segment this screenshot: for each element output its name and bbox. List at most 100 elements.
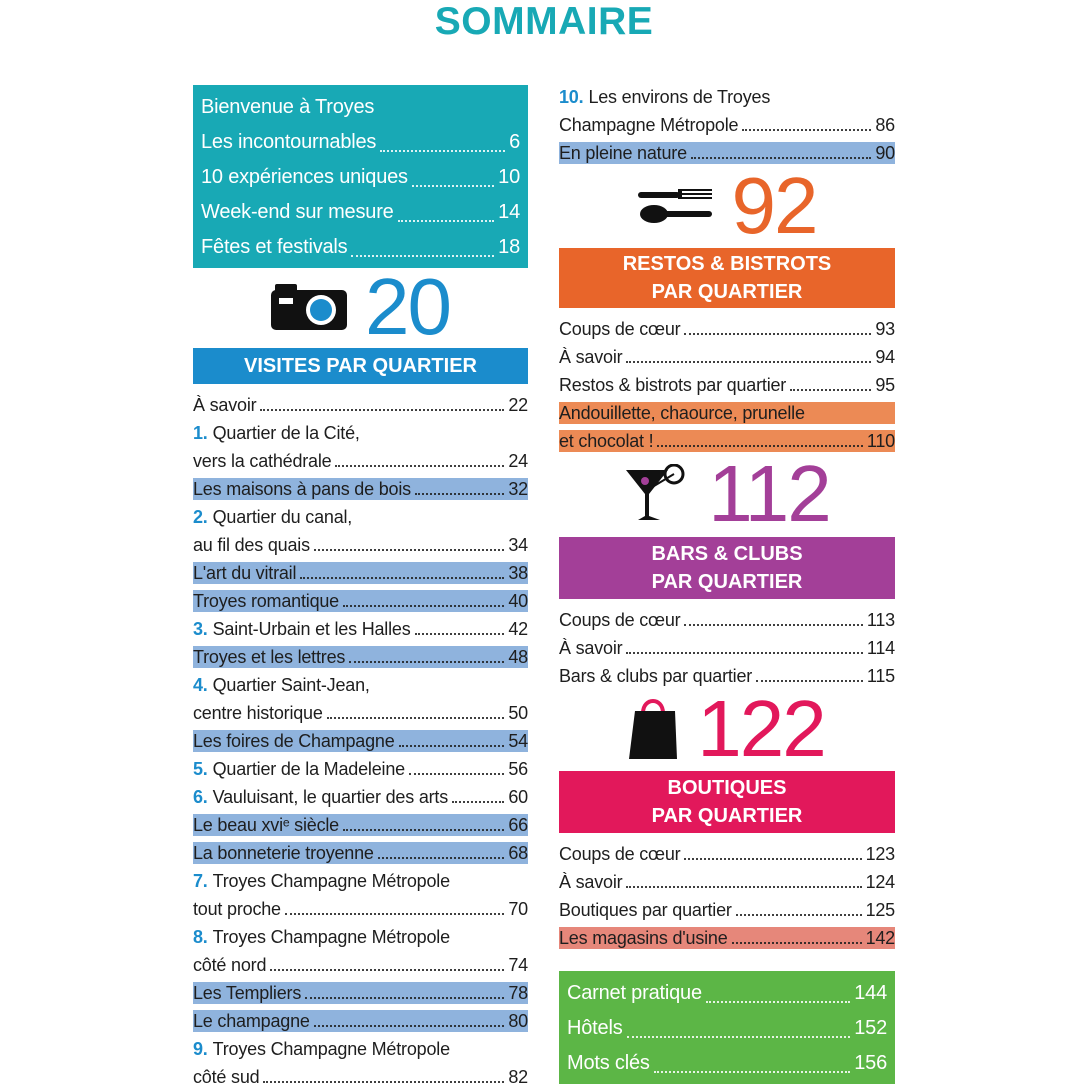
page-number: 74 [508,955,528,975]
intro-box: Bienvenue à Troyes Les incontournables 6 10… [193,85,528,268]
page-number: 18 [498,236,520,258]
toc-row: Les incontournables 6 [201,124,520,159]
page-number: 10 [498,166,520,188]
chapter-number: 2. [193,507,208,527]
leader-dots [380,150,506,152]
toc-entry: centre historique 50 [193,698,528,726]
leader-dots [690,157,872,159]
heading-line: VISITES PAR QUARTIER [244,355,477,377]
leader-dots [397,220,495,222]
entry-label: Troyes romantique [193,591,339,611]
entry-label: À savoir [559,872,623,892]
entry-list: À savoir 22 1. Quartier de la Cité, vers la … [193,390,528,1090]
chapter-number: 5. [193,759,208,779]
toc-entry: 1. Quartier de la Cité, [193,418,528,446]
left-column: Bienvenue à Troyes Les incontournables 6 10… [193,85,528,1090]
page-number: 123 [865,844,896,864]
entry-label: Week-end sur mesure [201,201,394,223]
heading-line: BARS & CLUBS [651,543,803,565]
entry-label: Le beau xviᵉ siècle [193,815,339,835]
leader-dots [653,1071,851,1073]
entry-label: La bonneterie troyenne [193,843,374,863]
page-number: 90 [875,143,895,163]
entry-label: Troyes et les lettres [193,647,346,667]
leader-dots [305,997,505,999]
entry-label: L'art du vitrail [193,563,297,583]
leader-dots [300,577,505,579]
entry-label: Mots clés [567,1052,650,1074]
entry-label: au fil des quais [193,535,310,555]
toc-entry: 5. Quartier de la Madeleine 56 [193,754,528,782]
chapter-number: 10. [559,87,584,107]
page-number: 70 [508,899,528,919]
page-number: 144 [854,982,887,1004]
entry-label: et chocolat ! [559,431,654,451]
entry-label: Andouillette, chaource, prunelle [559,403,805,423]
chapter-number: 3. [193,619,208,639]
leader-dots [684,858,862,860]
entry-label: Les Templiers [193,983,302,1003]
entry-label: Coups de cœur [559,844,681,864]
toc-entry: À savoir 124 [559,867,895,895]
entry-label: vers la cathédrale [193,451,332,471]
page-number: 124 [865,872,896,892]
entry-label: Les environs de Troyes [588,87,771,107]
page-number: 114 [866,638,895,658]
page-number: 50 [508,703,528,723]
section-heading: BARS & CLUBS PAR QUARTIER [559,537,895,599]
leader-dots [398,745,505,747]
toc-entry: Restos & bistrots par quartier 95 [559,370,895,398]
toc-entry: 9. Troyes Champagne Métropole [193,1034,528,1062]
entry-label: Quartier du canal, [212,507,353,527]
entry-label: Hôtels [567,1017,623,1039]
leader-dots [756,680,863,682]
leader-dots [684,333,872,335]
leader-dots [260,409,505,411]
highlighted-entry: Les Templiers 78 [193,978,528,1006]
hero: 92 [559,166,895,246]
leader-dots [270,969,505,971]
highlighted-entry: Le champagne 80 [193,1006,528,1034]
page-number: 93 [875,319,895,339]
entry-label: Les magasins d'usine [559,928,728,948]
toc-entry: Boutiques par quartier 125 [559,895,895,923]
page-number: 68 [508,843,528,863]
entry-label: Coups de cœur [559,610,681,630]
toc-entry: 6. Vauluisant, le quartier des arts 60 [193,782,528,810]
page-number: 110 [866,431,895,451]
page-number: 78 [508,983,528,1003]
page-title: SOMMAIRE [434,0,654,43]
toc-row: Week-end sur mesure 14 [201,194,520,229]
cutlery-icon [637,189,712,223]
toc-entry: 3. Saint-Urbain et les Halles 42 [193,614,528,642]
chapter-number: 1. [193,423,208,443]
leader-dots [313,549,505,551]
entry-label: Troyes Champagne Métropole [212,1039,450,1059]
heading-line: RESTOS & BISTROTS [622,253,832,275]
leader-dots [377,857,505,859]
entry-label: côté nord [193,955,267,975]
leader-dots [684,624,863,626]
leader-dots [342,829,505,831]
toc-entry: 2. Quartier du canal, [193,502,528,530]
page-number: 24 [508,451,528,471]
entry-label: Restos & bistrots par quartier [559,375,787,395]
page-number: 6 [509,131,520,153]
heading-line: PAR QUARTIER [651,281,803,303]
toc-entry: Coups de cœur 113 [559,605,895,633]
page-number: 40 [508,591,528,611]
highlighted-entry: Les foires de Champagne 54 [193,726,528,754]
section-number: 92 [731,161,819,250]
entry-label: À savoir [193,395,257,415]
toc-entry: 10. Les environs de Troyes [559,82,895,110]
chapter-number: 7. [193,871,208,891]
page-number: 32 [508,479,528,499]
chapter-number: 9. [193,1039,208,1059]
page-number: 142 [865,928,896,948]
toc-row: Fêtes et festivals 18 [201,229,520,264]
toc-entry: À savoir 22 [193,390,528,418]
leader-dots [735,914,862,916]
entry-label: Bars & clubs par quartier [559,666,753,686]
